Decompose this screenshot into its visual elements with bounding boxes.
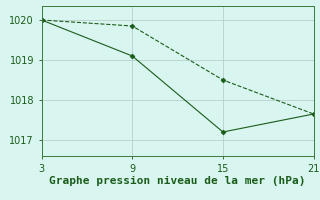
X-axis label: Graphe pression niveau de la mer (hPa): Graphe pression niveau de la mer (hPa) <box>49 176 306 186</box>
